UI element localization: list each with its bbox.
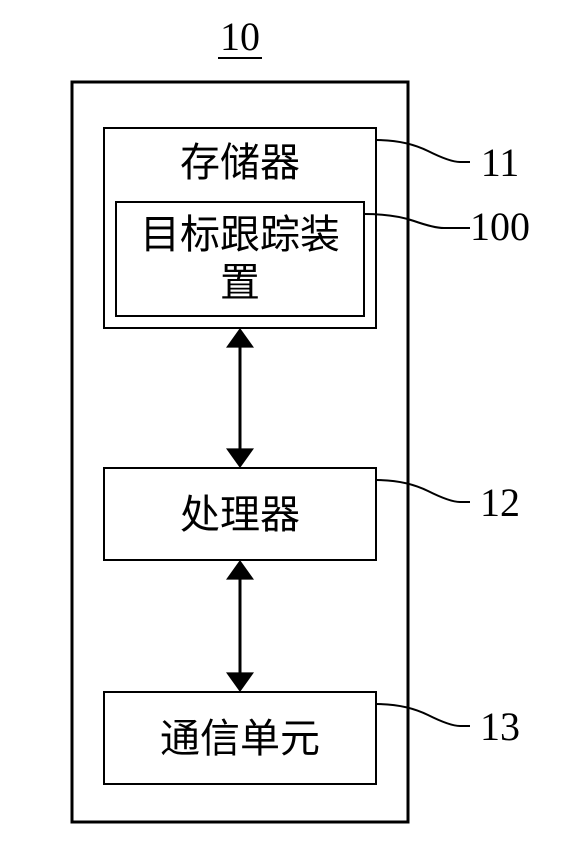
callout-12-label: 12 xyxy=(480,480,520,525)
memory-label: 存储器 xyxy=(180,140,300,185)
callout-11-label: 11 xyxy=(481,140,520,185)
diagram-title: 10 xyxy=(220,14,260,59)
callout-13-label: 13 xyxy=(480,704,520,749)
tracking-label-line2: 置 xyxy=(220,260,260,305)
comm-label: 通信单元 xyxy=(160,716,320,761)
tracking-label-line1: 目标跟踪装 xyxy=(140,212,340,257)
callout-100-label: 100 xyxy=(470,204,530,249)
processor-label: 处理器 xyxy=(180,492,300,537)
